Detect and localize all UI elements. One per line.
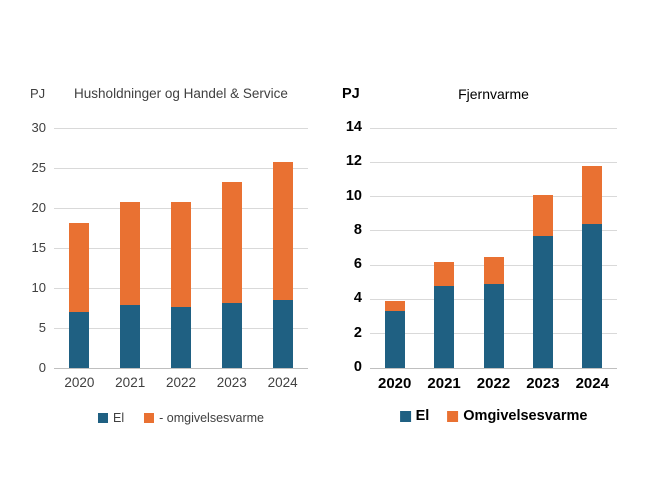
bar-segment-omgivelsesvarme xyxy=(171,202,191,308)
x-tick-label: 2020 xyxy=(64,375,95,390)
legend-swatch-el xyxy=(97,413,108,423)
y-tick-label: 2 xyxy=(353,324,362,341)
bar-segment-omgivelsesvarme xyxy=(582,165,603,224)
bar-segment-omgivelsesvarme xyxy=(483,256,504,284)
gridline xyxy=(370,230,617,232)
chart-title: Fjernvarme xyxy=(458,86,529,102)
bar-segment-el xyxy=(69,312,90,368)
y-tick-label: 6 xyxy=(353,256,362,273)
gridline xyxy=(370,196,617,198)
bar-segment-omgivelsesvarme xyxy=(120,202,141,305)
x-tick-label: 2021 xyxy=(115,375,146,390)
bar-segment-el xyxy=(483,284,504,368)
bar-segment-omgivelsesvarme xyxy=(272,162,293,300)
legend-label: El xyxy=(415,408,430,424)
y-tick-label: 20 xyxy=(31,199,46,215)
y-tick-label: 25 xyxy=(31,159,46,175)
y-tick-label: 30 xyxy=(31,119,46,135)
legend-swatch-omgivelsesvarme xyxy=(447,410,459,422)
bar-segment-omgivelsesvarme xyxy=(434,261,455,286)
bar-segment-el xyxy=(272,300,293,368)
y-axis-unit-label: PJ xyxy=(30,86,46,101)
bar-segment-el xyxy=(384,311,405,368)
bar-segment-el xyxy=(582,224,603,368)
y-tick-label: 14 xyxy=(345,119,362,135)
x-axis-line xyxy=(370,367,617,369)
x-tick-label: 2022 xyxy=(165,375,197,390)
legend-label: - omgivelsesvarme xyxy=(159,411,265,425)
legend-swatch-omgivelsesvarme xyxy=(144,413,155,423)
x-tick-label: 2024 xyxy=(575,375,609,392)
x-tick-label: 2021 xyxy=(427,375,461,392)
y-axis-unit-label: PJ xyxy=(342,86,360,102)
legend-item: - omgivelsesvarme xyxy=(144,411,264,425)
x-tick-label: 2024 xyxy=(267,375,298,390)
x-tick-label: 2022 xyxy=(476,375,511,392)
gridline xyxy=(370,127,617,129)
gridline xyxy=(54,167,308,169)
chart-title: Husholdninger og Handel & Service xyxy=(74,86,288,101)
bar-segment-el xyxy=(120,304,141,368)
y-tick-label: 4 xyxy=(353,290,362,307)
y-tick-label: 5 xyxy=(38,319,46,335)
x-axis-line xyxy=(54,367,308,369)
gridline xyxy=(370,161,617,163)
legend-item: El xyxy=(399,408,430,424)
gridline xyxy=(54,127,308,129)
bar-segment-el xyxy=(434,285,455,368)
bar-segment-el xyxy=(532,236,553,368)
y-tick-label: 10 xyxy=(345,187,362,204)
bar-segment-omgivelsesvarme xyxy=(384,301,405,312)
legend-swatch-el xyxy=(399,410,411,422)
bar-segment-omgivelsesvarme xyxy=(532,194,553,236)
y-tick-label: 15 xyxy=(31,239,46,255)
bar-segment-el xyxy=(171,307,191,368)
legend-item: Omgivelsesvarme xyxy=(447,408,587,424)
y-tick-label: 0 xyxy=(38,359,46,375)
y-tick-label: 0 xyxy=(353,359,362,375)
legend-item: El xyxy=(97,411,125,425)
y-tick-label: 10 xyxy=(31,279,46,295)
legend: El Omgivelsesvarme xyxy=(399,408,587,424)
legend: El - omgivelsesvarme xyxy=(97,411,264,425)
bar-segment-el xyxy=(221,303,242,368)
y-tick-label: 8 xyxy=(353,221,362,238)
legend-label: El xyxy=(112,411,125,425)
y-tick-label: 12 xyxy=(345,153,362,170)
bar-segment-omgivelsesvarme xyxy=(69,223,90,312)
x-tick-label: 2020 xyxy=(378,375,412,392)
legend-label: Omgivelsesvarme xyxy=(463,408,588,424)
x-tick-label: 2023 xyxy=(526,375,560,392)
x-tick-label: 2023 xyxy=(216,375,247,390)
bar-segment-omgivelsesvarme xyxy=(221,181,242,304)
